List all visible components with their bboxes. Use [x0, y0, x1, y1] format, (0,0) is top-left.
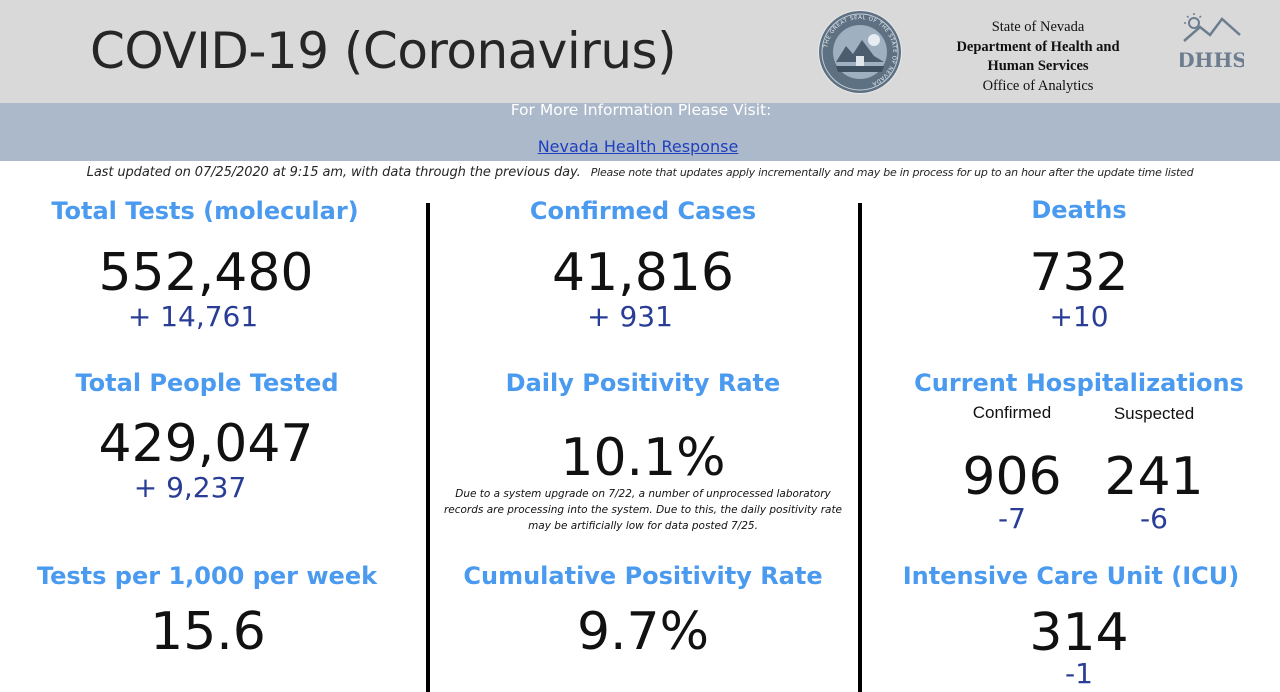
agency-department-cont: Human Services — [987, 58, 1089, 74]
people-tested-value: 429,047 — [98, 414, 314, 474]
icu-value: 314 — [1029, 603, 1129, 663]
column-divider-right — [858, 203, 862, 692]
hospitalizations-suspected-delta: -6 — [1140, 502, 1168, 535]
deaths-heading: Deaths — [1031, 196, 1127, 224]
header-banner: COVID-19 (Coronavirus) THE GREAT SEAL OF… — [0, 0, 1280, 103]
agency-name: State of Nevada Department of Health and… — [928, 18, 1148, 96]
agency-state: State of Nevada — [991, 19, 1085, 35]
total-tests-heading: Total Tests (molecular) — [51, 197, 359, 225]
hospitalizations-confirmed-value: 906 — [962, 447, 1062, 507]
nevada-seal-logo: THE GREAT SEAL OF THE STATE OF NEVADA — [818, 10, 902, 94]
total-tests-delta: + 14,761 — [127, 300, 259, 333]
confirmed-cases-value: 41,816 — [552, 243, 734, 303]
column-divider-left — [426, 203, 430, 692]
hospitalizations-confirmed-delta: -7 — [998, 502, 1026, 535]
people-tested-heading: Total People Tested — [75, 369, 339, 397]
tests-per-1000-value: 15.6 — [150, 602, 266, 662]
dhhs-logo: DHHS — [1177, 5, 1247, 93]
dhhs-logo-text: DHHS — [1180, 48, 1244, 72]
hospitalizations-confirmed-label: Confirmed — [972, 403, 1052, 422]
icu-delta: -1 — [1065, 657, 1093, 690]
page-title: COVID-19 (Coronavirus) — [90, 22, 677, 80]
cumulative-positivity-heading: Cumulative Positivity Rate — [463, 562, 823, 590]
agency-office: Office of Analytics — [982, 77, 1094, 94]
nevada-health-response-link[interactable]: Nevada Health Response — [537, 137, 739, 156]
agency-department: Department of Health and — [956, 38, 1120, 55]
confirmed-cases-heading: Confirmed Cases — [529, 197, 757, 225]
hospitalizations-suspected-value: 241 — [1104, 447, 1204, 507]
cumulative-positivity-value: 9.7% — [576, 602, 710, 662]
last-updated-note: Please note that updates apply increment… — [590, 166, 1194, 179]
last-updated-main: Last updated on 07/25/2020 at 9:15 am, w… — [86, 165, 581, 180]
total-tests-value: 552,480 — [98, 243, 314, 303]
daily-positivity-value: 10.1% — [560, 428, 726, 488]
daily-positivity-note: Due to a system upgrade on 7/22, a numbe… — [443, 488, 843, 532]
last-updated-text: Last updated on 07/25/2020 at 9:15 am, w… — [0, 161, 1280, 180]
hospitalizations-heading: Current Hospitalizations — [914, 369, 1244, 397]
info-title: For More Information Please Visit: — [510, 101, 772, 119]
info-band — [0, 103, 1280, 161]
deaths-value: 732 — [1029, 243, 1129, 303]
icu-heading: Intensive Care Unit (ICU) — [902, 562, 1240, 590]
confirmed-cases-delta: + 931 — [587, 300, 673, 333]
tests-per-1000-heading: Tests per 1,000 per week — [36, 562, 378, 590]
daily-positivity-heading: Daily Positivity Rate — [505, 369, 781, 397]
people-tested-delta: + 9,237 — [133, 471, 247, 504]
hospitalizations-suspected-label: Suspected — [1113, 404, 1195, 423]
deaths-delta: +10 — [1049, 300, 1109, 333]
